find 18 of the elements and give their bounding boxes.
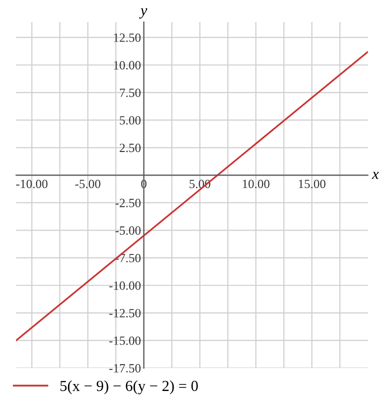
y-tick-label: 7.50 bbox=[120, 88, 141, 98]
x-axis-title: x bbox=[372, 172, 379, 179]
y-tick-label: 5.00 bbox=[120, 116, 141, 125]
x-tick-label: -5.00 bbox=[75, 180, 100, 188]
y-tick-label: -10.00 bbox=[109, 281, 141, 290]
y-tick-label: -15.00 bbox=[109, 336, 141, 345]
y-tick-label: -5.00 bbox=[115, 226, 141, 235]
x-tick-label: -10.00 bbox=[16, 180, 48, 188]
y-tick-label: -17.50 bbox=[109, 364, 141, 373]
y-axis-title: y bbox=[139, 8, 148, 19]
y-tick-label: 2.50 bbox=[120, 144, 141, 152]
y-tick-label: 12.50 bbox=[114, 33, 141, 42]
y-tick-label: -2.50 bbox=[115, 198, 141, 208]
x-tick-label: 15.00 bbox=[298, 180, 326, 188]
y-tick-label: -12.50 bbox=[109, 308, 141, 318]
legend-label: 5(x − 9) − 6(y − 2) = 0 bbox=[60, 380, 198, 394]
y-tick-label: 10.00 bbox=[114, 61, 141, 70]
x-tick-label: 10.00 bbox=[242, 180, 270, 188]
